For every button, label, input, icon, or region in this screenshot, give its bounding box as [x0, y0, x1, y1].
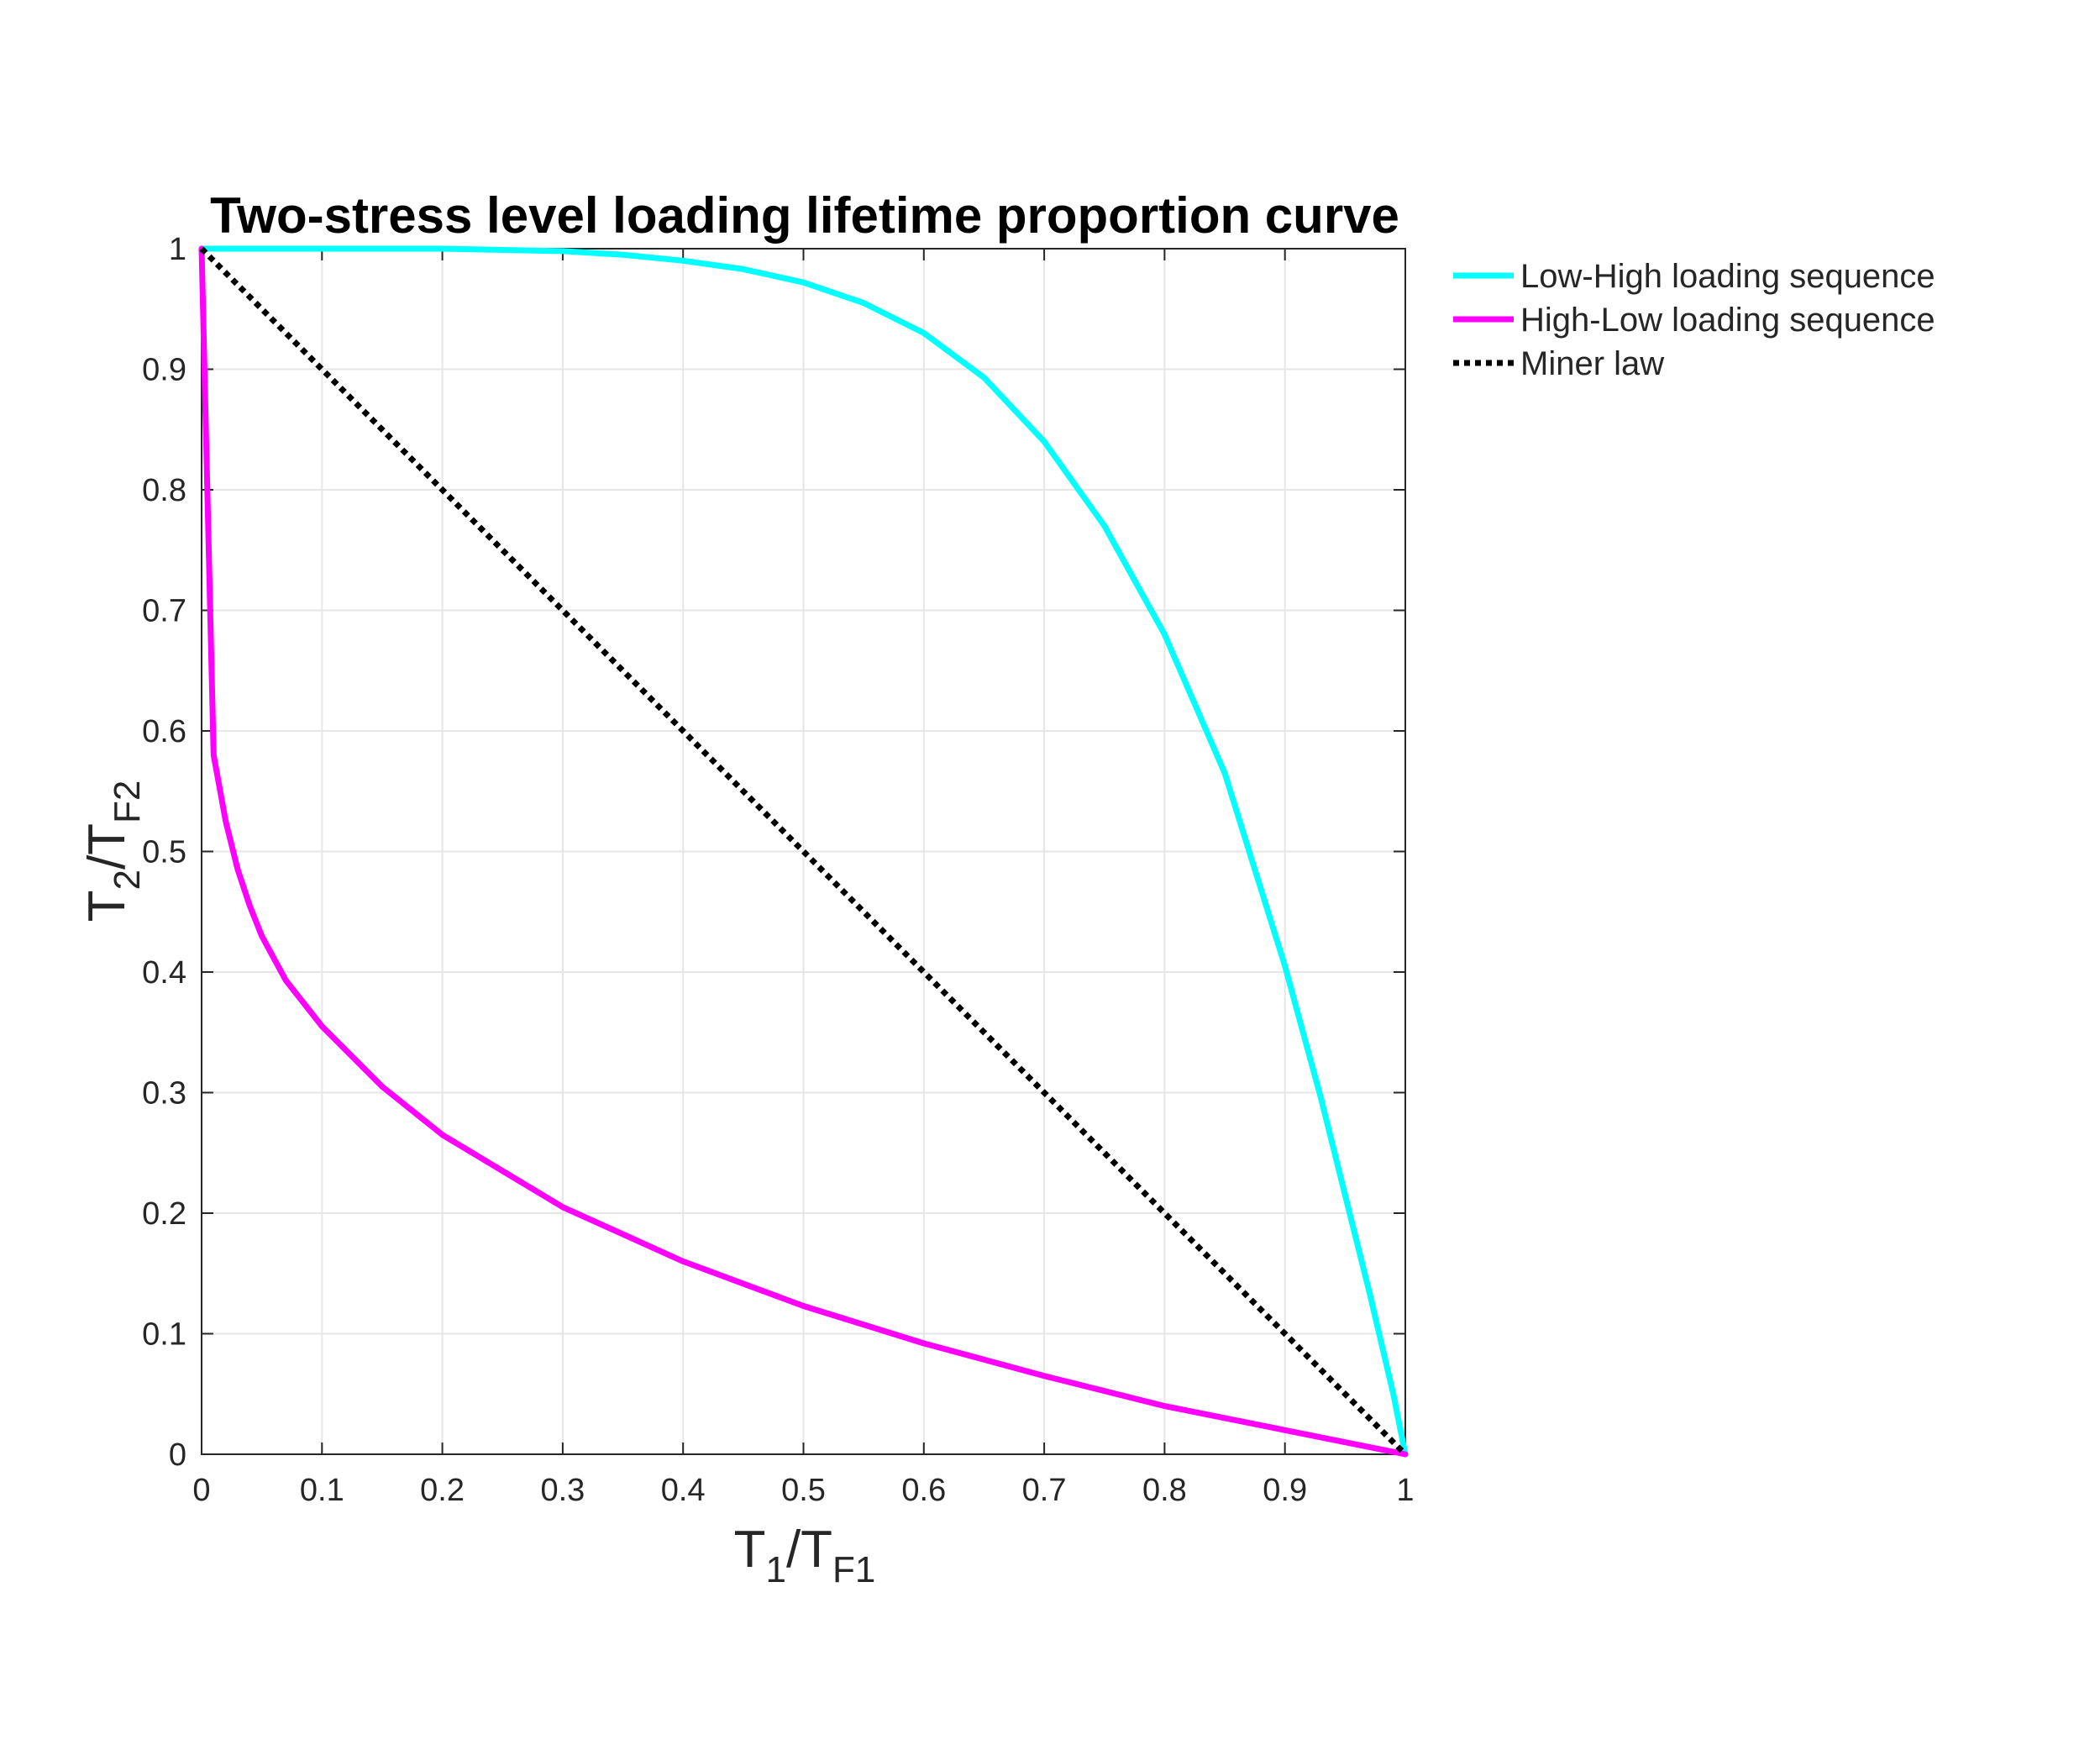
y-tick-label: 0.9: [142, 353, 186, 388]
x-tick-label: 0.8: [1142, 1473, 1187, 1508]
x-tick-label: 0.2: [420, 1473, 465, 1508]
ticks: 0 0.1 0.2 0.3 0.4 0.5 0.6 0.7 0.8 0.9 1 0 0.1 0.2 0.3 0…: [142, 232, 1414, 1508]
series-group: [198, 245, 1409, 1458]
y-tick-label: 0.6: [142, 714, 186, 749]
x-axis-label-sub1: 1: [765, 1549, 785, 1590]
high-low-series-line: [198, 245, 1409, 1458]
legend-label-low-high: Low-High loading sequence: [1520, 258, 1935, 295]
legend-label-miner: Miner law: [1520, 345, 1664, 382]
x-tick-label: 0.4: [661, 1473, 706, 1508]
x-axis-label-sub2: F1: [832, 1549, 875, 1590]
y-axis-label-sep: /T: [78, 823, 136, 870]
x-tick-label: 0.3: [540, 1473, 585, 1508]
y-axis-label-sub2: F2: [107, 780, 148, 823]
x-tick-label: 1: [1396, 1473, 1414, 1508]
y-tick-label: 0.4: [142, 955, 186, 991]
y-axis-label-base: T: [78, 891, 136, 922]
chart-title: Two-stress level loading lifetime propor…: [210, 187, 1399, 244]
y-tick-label: 0.1: [142, 1317, 186, 1353]
x-axis-label: T1/TF1: [734, 1521, 876, 1590]
low-high-series-line: [198, 245, 1409, 1458]
x-tick-label: 0.5: [781, 1473, 826, 1508]
y-tick-label: 0.5: [142, 835, 186, 870]
y-tick-label: 0: [169, 1437, 186, 1473]
y-tick-label: 0.3: [142, 1076, 186, 1111]
x-tick-label: 0.7: [1022, 1473, 1067, 1508]
x-axis-label-base: T: [734, 1521, 766, 1579]
legend: Low-High loading sequence High-Low loadi…: [1453, 258, 1935, 382]
y-tick-label: 0.8: [142, 473, 186, 508]
x-tick-label: 0.1: [300, 1473, 344, 1508]
legend-label-high-low: High-Low loading sequence: [1520, 302, 1935, 339]
x-tick-label: 0.9: [1263, 1473, 1307, 1508]
y-tick-label: 0.2: [142, 1196, 186, 1232]
y-tick-label: 0.7: [142, 594, 186, 629]
x-tick-label: 0.6: [901, 1473, 946, 1508]
y-axis-label-sub1: 2: [107, 870, 148, 890]
y-tick-label: 1: [169, 232, 186, 267]
x-axis-label-sep: /T: [786, 1521, 832, 1579]
y-axis-label: T2/TF2: [78, 780, 148, 922]
x-tick-label: 0: [192, 1473, 210, 1508]
